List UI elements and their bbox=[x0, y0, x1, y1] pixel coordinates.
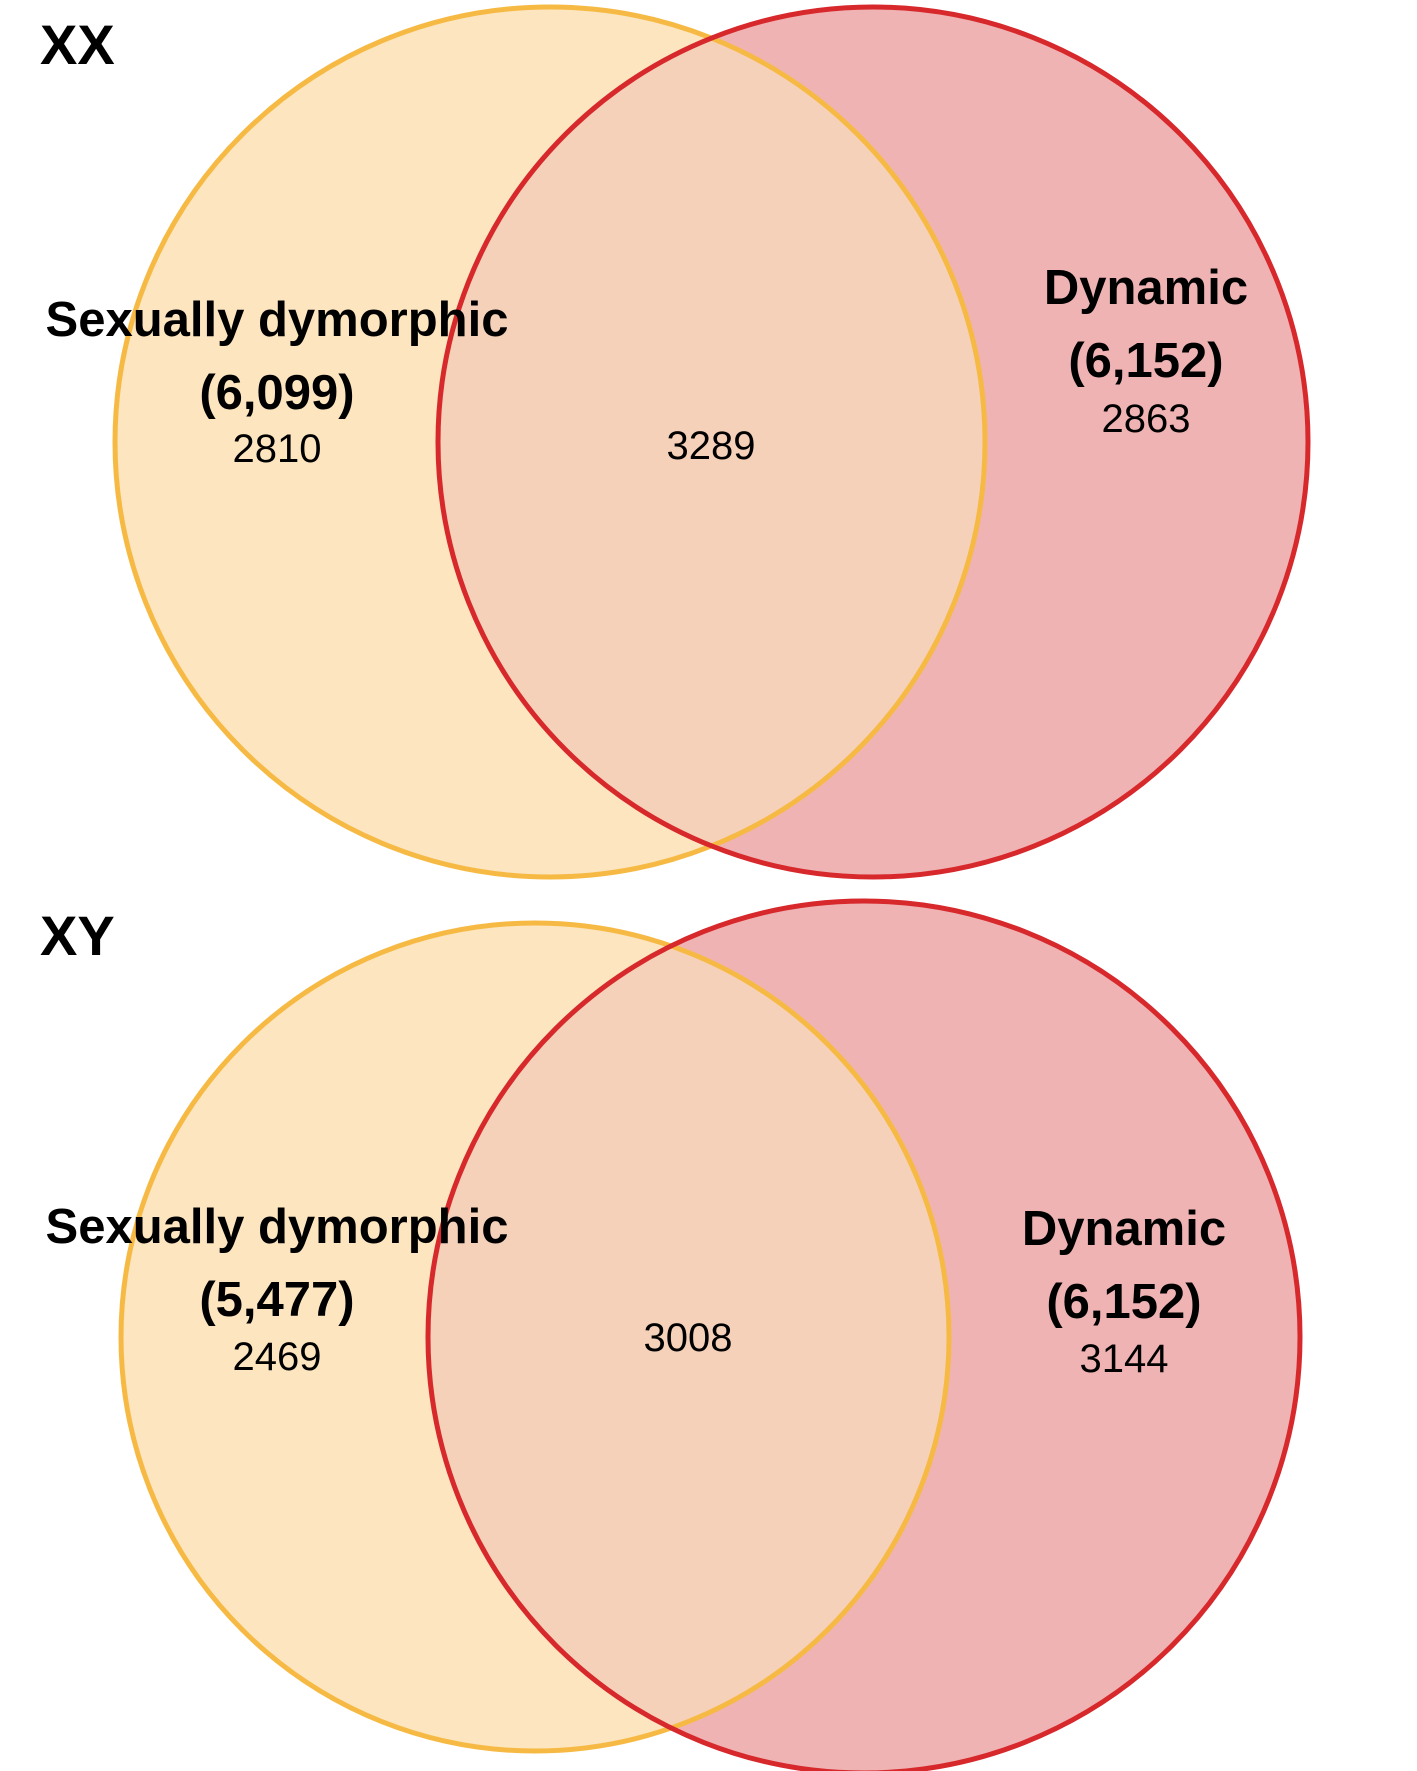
overlap-region-xy bbox=[428, 923, 949, 1751]
set-label-dynamic-xy: Dynamic bbox=[1022, 1202, 1226, 1256]
only-count-sexually-dymorphic-xx: 2810 bbox=[233, 427, 322, 471]
set-total-dynamic-xx: (6,152) bbox=[1068, 334, 1223, 388]
panel-title-xy: XY bbox=[40, 904, 115, 967]
set-outline-dynamic-xy bbox=[425, 898, 1303, 1771]
set-label-sexually-dymorphic-xy: Sexually dymorphic bbox=[46, 1200, 509, 1254]
venn-panel-xx: XX Sexually dymorphic (6,099) 2810 3289 … bbox=[40, 4, 1311, 880]
panel-title-xx: XX bbox=[40, 13, 115, 76]
venn-panel-xy: XY Sexually dymorphic (5,477) 2469 3008 … bbox=[40, 898, 1303, 1771]
set-total-sexually-dymorphic-xx: (6,099) bbox=[199, 366, 354, 420]
set-outline-sexually-dymorphic-xx bbox=[112, 4, 988, 880]
only-count-dynamic-xy: 3144 bbox=[1080, 1337, 1169, 1381]
overlap-region-xx bbox=[438, 7, 985, 877]
only-count-dynamic-xx: 2863 bbox=[1102, 397, 1191, 441]
only-count-sexually-dymorphic-xy: 2469 bbox=[233, 1335, 322, 1379]
set-outline-sexually-dymorphic-xy bbox=[118, 920, 952, 1754]
set-total-sexually-dymorphic-xy: (5,477) bbox=[199, 1273, 354, 1327]
set-total-dynamic-xy: (6,152) bbox=[1046, 1275, 1201, 1329]
set-label-sexually-dymorphic-xx: Sexually dymorphic bbox=[46, 293, 509, 347]
overlap-count-xy: 3008 bbox=[644, 1316, 733, 1360]
set-outline-dynamic-xx bbox=[435, 4, 1311, 880]
set-label-dynamic-xx: Dynamic bbox=[1044, 261, 1248, 315]
overlap-count-xx: 3289 bbox=[667, 424, 756, 468]
